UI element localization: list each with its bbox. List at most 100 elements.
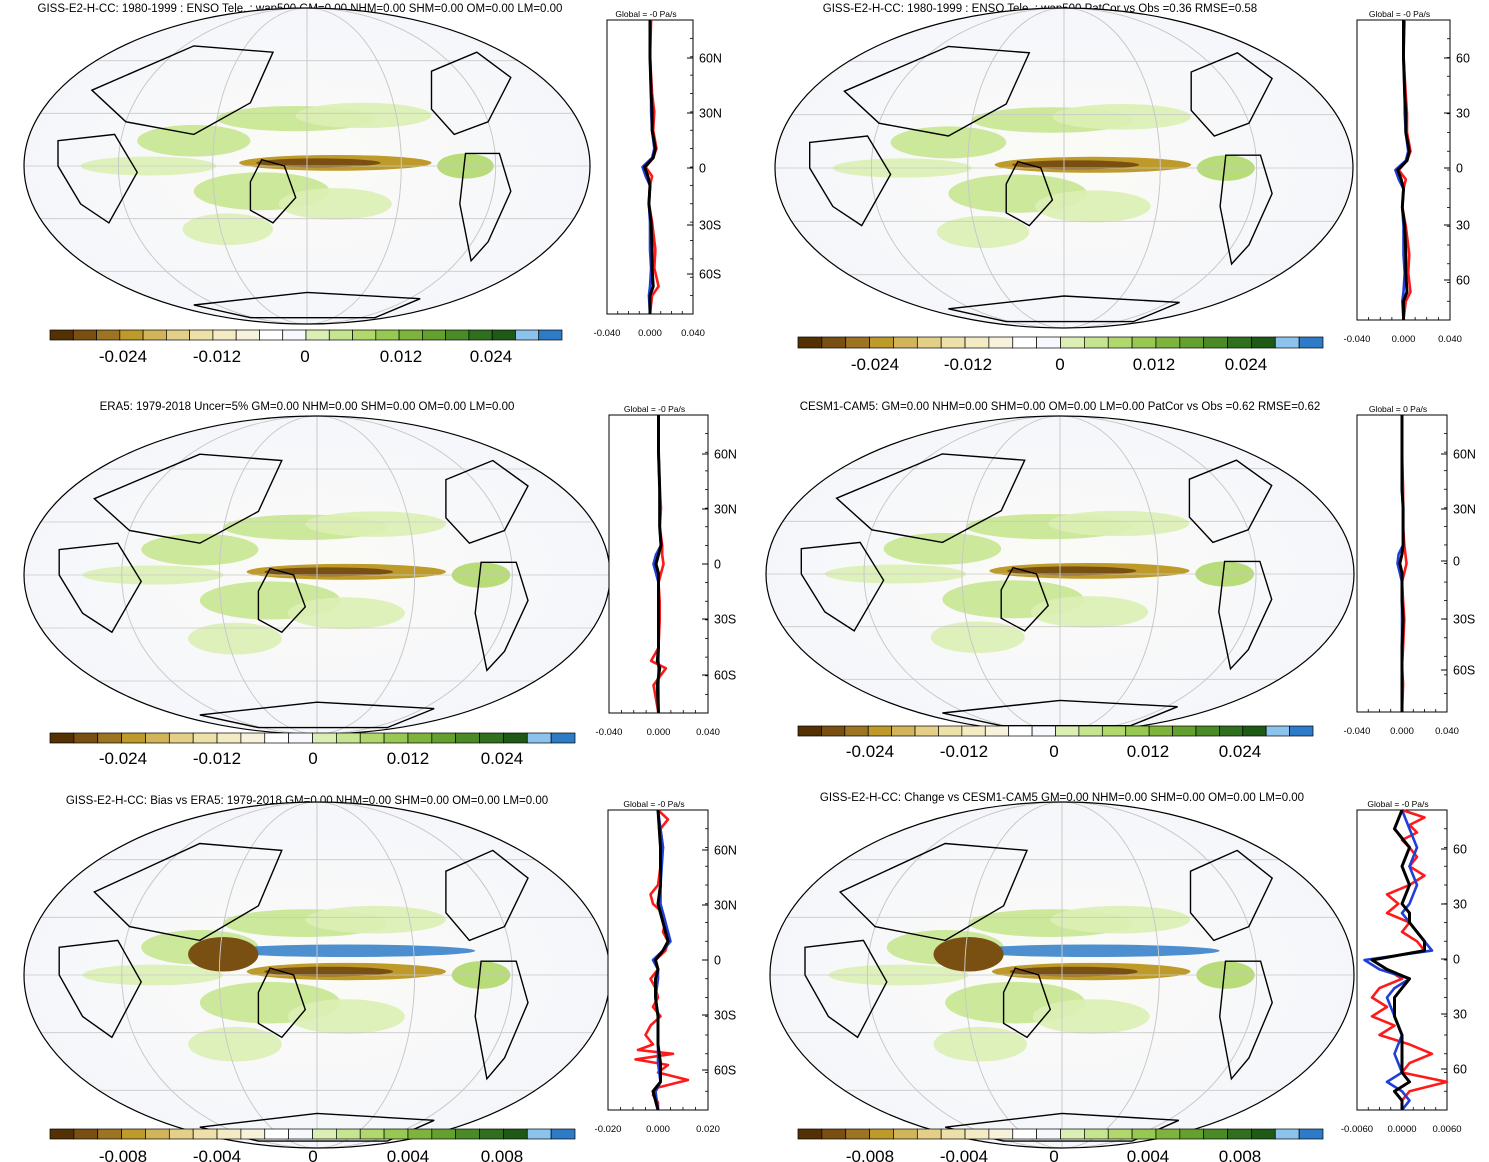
global-mean-label: Global = -0 Pa/s bbox=[1367, 799, 1428, 809]
bias-band-blue bbox=[217, 944, 476, 958]
colorbar-swatch bbox=[1227, 1128, 1252, 1140]
field-blob-7 bbox=[188, 1026, 282, 1062]
colorbar-swatch bbox=[305, 329, 330, 341]
zonal-mean-plot: Global = -0 Pa/s 60 30 0 30 60 -0.0060 0.0000 0.… bbox=[1341, 799, 1467, 1135]
colorbar-swatch bbox=[352, 329, 377, 341]
zonal-mean-plot: Global = -0 Pa/s 60 30 0 30 60 -0.040 0.000 0.04… bbox=[1344, 9, 1470, 345]
x-tick-label: 0.040 bbox=[1438, 334, 1462, 345]
colorbar-swatch bbox=[468, 329, 493, 341]
coastline-2-2 bbox=[474, 561, 529, 672]
colorbar-tick-label: 0 bbox=[308, 749, 317, 768]
field-blob-4 bbox=[287, 597, 405, 630]
colorbar-swatch bbox=[964, 336, 990, 349]
coastline-0-1 bbox=[430, 51, 512, 136]
colorbar-swatch bbox=[73, 1128, 99, 1140]
colorbar-swatch bbox=[538, 329, 563, 341]
coastline-2-0 bbox=[257, 567, 307, 634]
x-tick-label: 0.040 bbox=[1435, 726, 1459, 737]
zonal-mean-plot: Global = -0 Pa/s 60N 30N 0 30S 60S -0.020 0.000… bbox=[595, 799, 737, 1135]
map-field bbox=[24, 416, 610, 734]
colorbar-swatch bbox=[1203, 1128, 1228, 1140]
lat-label: 30N bbox=[714, 899, 737, 913]
colorbar-swatch bbox=[940, 336, 966, 349]
x-tick-label: 0.000 bbox=[1390, 726, 1414, 737]
colorbar-swatch bbox=[988, 336, 1014, 349]
colorbar-swatch bbox=[119, 329, 144, 341]
colorbar-swatch bbox=[328, 329, 353, 341]
colorbar-swatch bbox=[359, 1128, 385, 1140]
colorbar-swatch bbox=[235, 329, 260, 341]
colorbar-swatch bbox=[422, 329, 446, 341]
panel-title: CESM1-CAM5: GM=0.00 NHM=0.00 SHM=0.00 OM… bbox=[800, 401, 1321, 413]
coastline-5-4 bbox=[804, 939, 888, 1039]
enso-tongue-inner bbox=[1011, 160, 1140, 170]
colorbar-swatch bbox=[964, 1128, 990, 1140]
colorbar-swatch bbox=[1219, 725, 1244, 737]
colorbar-swatch bbox=[264, 1128, 289, 1140]
coastline-1-4 bbox=[809, 135, 892, 227]
coastline-5-2 bbox=[1218, 960, 1273, 1081]
field-blob-0 bbox=[890, 126, 1007, 159]
zonal-series-black bbox=[1370, 809, 1426, 1110]
colorbar-swatch bbox=[192, 732, 218, 744]
colorbar-swatch bbox=[375, 329, 400, 341]
colorbar-swatch bbox=[1179, 336, 1205, 349]
coastline-1-1 bbox=[1190, 52, 1273, 137]
colorbar-swatch bbox=[1155, 336, 1181, 349]
coastline-2-5 bbox=[199, 701, 435, 729]
x-tick-label: -0.040 bbox=[596, 727, 623, 738]
coastline-3-0 bbox=[1000, 566, 1050, 632]
colorbar-swatch bbox=[988, 1128, 1014, 1140]
colorbar-swatch bbox=[914, 725, 939, 737]
lat-label: 30S bbox=[714, 613, 736, 627]
enso-tongue-inner bbox=[264, 966, 394, 977]
colorbar-swatch bbox=[240, 1128, 266, 1140]
coastline-5-1 bbox=[1189, 849, 1274, 942]
colorbar-tick-label: -0.004 bbox=[193, 1147, 241, 1162]
zonal-series-black bbox=[1398, 415, 1405, 712]
lat-label: 60 bbox=[1453, 843, 1467, 857]
field-blob-2 bbox=[1048, 510, 1190, 537]
colorbar-tick-label: 0 bbox=[1055, 355, 1064, 374]
lat-label: 0 bbox=[699, 162, 706, 176]
coastline-5-3 bbox=[838, 842, 1029, 942]
colorbar-tick-label: -0.024 bbox=[846, 742, 894, 761]
lat-label: 0 bbox=[1456, 162, 1463, 176]
lat-label: 0 bbox=[714, 954, 721, 968]
coastline-4-4 bbox=[58, 939, 142, 1039]
colorbar-swatch bbox=[240, 732, 266, 744]
colorbar-tick-label: -0.012 bbox=[940, 742, 988, 761]
map-border bbox=[769, 801, 1355, 1149]
coastline-4-3 bbox=[93, 842, 283, 942]
colorbar-swatch bbox=[121, 1128, 146, 1140]
colorbar-tick-label: 0 bbox=[300, 347, 309, 366]
colorbar-swatch bbox=[1172, 725, 1197, 737]
colorbar-swatch bbox=[97, 732, 122, 744]
global-mean-label: Global = -0 Pa/s bbox=[1369, 9, 1430, 19]
map-field bbox=[766, 416, 1354, 732]
colorbar-swatch bbox=[49, 1128, 75, 1140]
colorbar-swatch bbox=[821, 1128, 847, 1140]
global-mean-label: Global = -0 Pa/s bbox=[624, 404, 685, 414]
colorbar-swatch bbox=[891, 725, 916, 737]
enso-tongue-inner bbox=[1007, 566, 1137, 576]
colorbar-swatch bbox=[1078, 725, 1103, 737]
coastline-3-3 bbox=[835, 453, 1026, 544]
lat-label: 60S bbox=[714, 1064, 736, 1078]
coastline-4-2 bbox=[474, 960, 529, 1081]
colorbar-swatch bbox=[1179, 1128, 1205, 1140]
colorbar-swatch bbox=[407, 1128, 433, 1140]
field-blob-7 bbox=[936, 216, 1030, 248]
lat-label: 0 bbox=[1453, 555, 1460, 569]
colorbar-swatch bbox=[1274, 1128, 1300, 1140]
lat-label: 60S bbox=[714, 669, 736, 683]
colorbar-tick-label: 0.024 bbox=[1225, 355, 1268, 374]
panel-giss-patcor: GISS-E2-H-CC: 1980-1999 : ENSO Tele. : w… bbox=[774, 3, 1470, 374]
colorbar-swatch bbox=[1251, 1128, 1276, 1140]
colorbar-swatch bbox=[192, 1128, 218, 1140]
colorbar-tick-label: -0.012 bbox=[193, 347, 241, 366]
colorbar-swatch bbox=[940, 1128, 966, 1140]
colorbar-swatch bbox=[503, 1128, 528, 1140]
x-tick-label: 0.000 bbox=[646, 1124, 670, 1135]
colorbar-swatch bbox=[893, 336, 918, 349]
